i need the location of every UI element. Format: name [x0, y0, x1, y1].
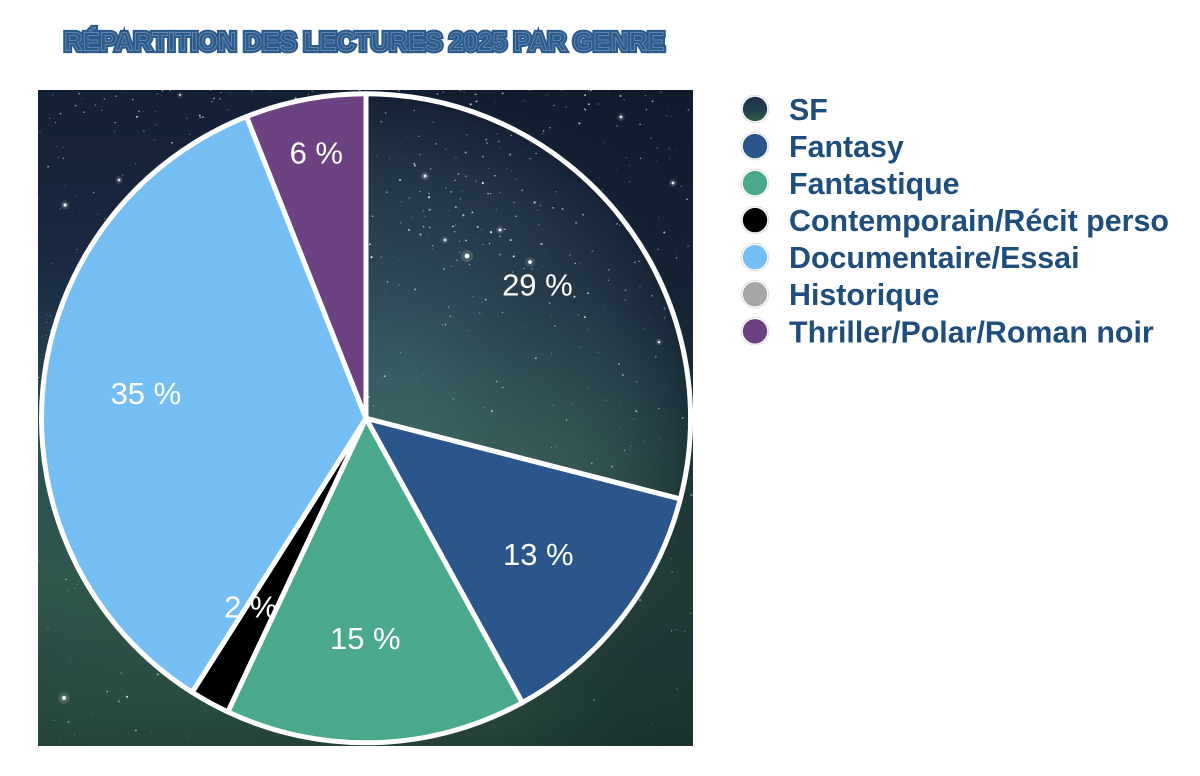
- svg-text:Documentaire/Essai: Documentaire/Essai: [789, 241, 1080, 275]
- svg-text:Fantastique: Fantastique: [789, 167, 960, 201]
- svg-text:2 %: 2 %: [224, 590, 277, 625]
- svg-text:6 %: 6 %: [290, 136, 343, 171]
- svg-text:Contemporain/Récit perso: Contemporain/Récit perso: [789, 204, 1169, 238]
- svg-text:SF: SF: [789, 93, 828, 127]
- svg-text:Thriller/Polar/Roman noir: Thriller/Polar/Roman noir: [789, 315, 1154, 349]
- svg-text:29 %: 29 %: [502, 267, 573, 302]
- svg-text:RÉPARTITION DES LECTURES 2025: RÉPARTITION DES LECTURES 2025 PAR GENRE: [64, 28, 665, 57]
- svg-text:35 %: 35 %: [111, 376, 182, 411]
- svg-text:13 %: 13 %: [503, 537, 574, 572]
- svg-text:Fantasy: Fantasy: [789, 130, 904, 164]
- svg-text:Historique: Historique: [789, 278, 939, 312]
- svg-text:RÉPARTITION DES LECTURES 2025: RÉPARTITION DES LECTURES 2025 PAR GENRE: [64, 28, 665, 57]
- svg-text:15 %: 15 %: [330, 621, 401, 656]
